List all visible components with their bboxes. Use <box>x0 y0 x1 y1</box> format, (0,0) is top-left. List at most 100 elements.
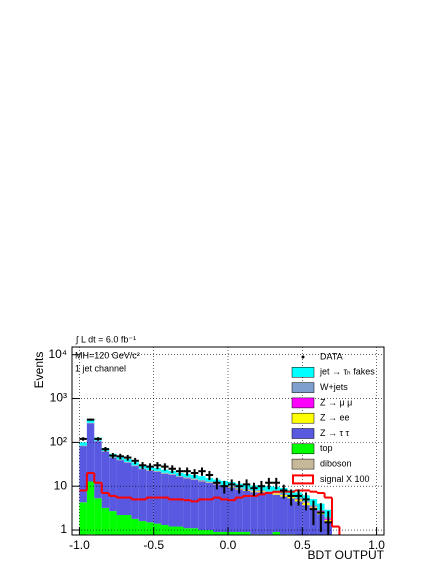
lumi-label: ∫ L dt = 6.0 fb⁻¹ <box>75 334 136 344</box>
stack-bar <box>220 486 228 533</box>
x-tick-label: 1.0 <box>368 538 385 552</box>
stack-bar <box>235 489 243 533</box>
stack-bar <box>272 486 280 492</box>
stack-bar <box>250 492 258 535</box>
stack-bar <box>198 476 206 480</box>
mass-label: MH=120 GeV/c² <box>75 350 140 360</box>
stack-bar <box>168 473 176 475</box>
y-tick-label: 10³ <box>50 391 67 405</box>
stack-bar <box>153 523 162 535</box>
stack-bar <box>205 482 214 531</box>
stack-bar <box>109 511 117 535</box>
stack-bar <box>101 507 110 535</box>
y-tick-label: 10⁴ <box>48 347 67 361</box>
stack-bar <box>272 494 280 533</box>
legend-label: signal X 100 <box>320 474 370 484</box>
stack-bar <box>198 530 206 535</box>
stack-bar <box>124 515 132 535</box>
stack-bar <box>138 521 147 535</box>
stack-bar <box>183 478 191 529</box>
stack-bar <box>138 469 147 522</box>
stack-bar <box>302 505 310 535</box>
legend-label: diboson <box>320 458 352 468</box>
x-tick-label: -0.5 <box>143 538 164 552</box>
stack-bar <box>153 467 162 471</box>
y-tick-label: 1 <box>60 522 67 536</box>
legend-swatch <box>292 474 314 485</box>
stack-bar <box>86 481 95 535</box>
stack-bar <box>94 441 102 499</box>
stack-bar <box>124 462 132 516</box>
stack-bar <box>131 465 139 466</box>
stack-bar <box>280 534 288 535</box>
stack-bar <box>198 481 206 531</box>
stack-bar <box>265 491 273 493</box>
legend-marker <box>301 355 305 359</box>
stack-bar <box>257 534 266 535</box>
x-axis-label: BDT OUTPUT <box>308 548 385 562</box>
stack-bar <box>168 526 176 535</box>
stack-bar <box>272 493 280 495</box>
stack-bar <box>265 493 273 535</box>
stack-bar <box>205 530 214 535</box>
stack-bar <box>190 478 199 480</box>
stack-bar <box>168 474 176 527</box>
stack-bar <box>161 469 169 473</box>
stack-bar <box>280 496 288 535</box>
stack-bar <box>176 477 184 527</box>
stack-bar <box>153 470 162 472</box>
stack-bar <box>250 534 258 535</box>
legend-label: Z → μ μ <box>320 397 352 407</box>
stack-bar <box>79 446 87 503</box>
stack-bar <box>242 490 251 533</box>
stack-bar <box>213 484 221 533</box>
stack-bar <box>116 515 124 535</box>
y-tick-label: 10 <box>54 478 68 492</box>
stack-bar <box>198 479 206 481</box>
stack-bar <box>272 532 280 535</box>
stack-bar <box>161 472 169 474</box>
legend-label: top <box>320 443 333 453</box>
legend-swatch <box>291 443 315 455</box>
stack-bar <box>94 498 102 535</box>
legend-swatch <box>291 397 315 409</box>
legend-swatch <box>291 367 315 378</box>
legend-label: W+jets <box>320 382 348 392</box>
stack-bar <box>86 423 95 482</box>
stack-bar <box>124 461 132 463</box>
stack-bar <box>146 522 154 535</box>
legend-swatch <box>291 412 315 424</box>
stack-bar <box>79 442 87 446</box>
stack-bar <box>176 475 184 477</box>
stack-bar <box>161 473 169 526</box>
stack-bar <box>213 532 221 535</box>
channel-label: 1 jet channel <box>75 363 126 373</box>
stack-bar <box>131 518 139 535</box>
stack-bar <box>294 501 303 535</box>
y-axis-label: Events <box>32 352 46 389</box>
stack-bar <box>190 479 199 529</box>
stack-bar <box>101 451 110 508</box>
stack-bar <box>265 534 273 535</box>
stack-bar <box>190 528 199 535</box>
stack-bar <box>220 532 228 535</box>
stack-bar <box>116 460 124 516</box>
stack-bar <box>242 532 251 535</box>
stack-bar <box>257 492 266 535</box>
stack-bar <box>183 477 191 478</box>
x-tick-label: -1.0 <box>69 538 90 552</box>
stack-bar <box>228 487 236 533</box>
stack-bar <box>287 498 295 535</box>
legend-label: Z → τ τ <box>320 428 350 438</box>
x-tick-label: 0.5 <box>294 538 311 552</box>
legend-label: Z → ee <box>320 413 350 423</box>
legend-label: jet → τₕ fakes <box>319 367 375 377</box>
stack-bar <box>205 481 214 483</box>
y-tick-label: 10² <box>50 435 67 449</box>
stack-bar <box>228 532 236 535</box>
stack-bar <box>94 440 102 442</box>
stack-bar <box>235 532 243 535</box>
stack-bar <box>79 502 87 535</box>
x-tick-label: 0.0 <box>220 538 237 552</box>
